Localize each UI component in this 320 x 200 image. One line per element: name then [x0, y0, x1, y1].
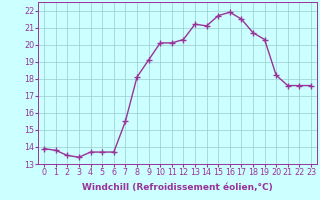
X-axis label: Windchill (Refroidissement éolien,°C): Windchill (Refroidissement éolien,°C) [82, 183, 273, 192]
